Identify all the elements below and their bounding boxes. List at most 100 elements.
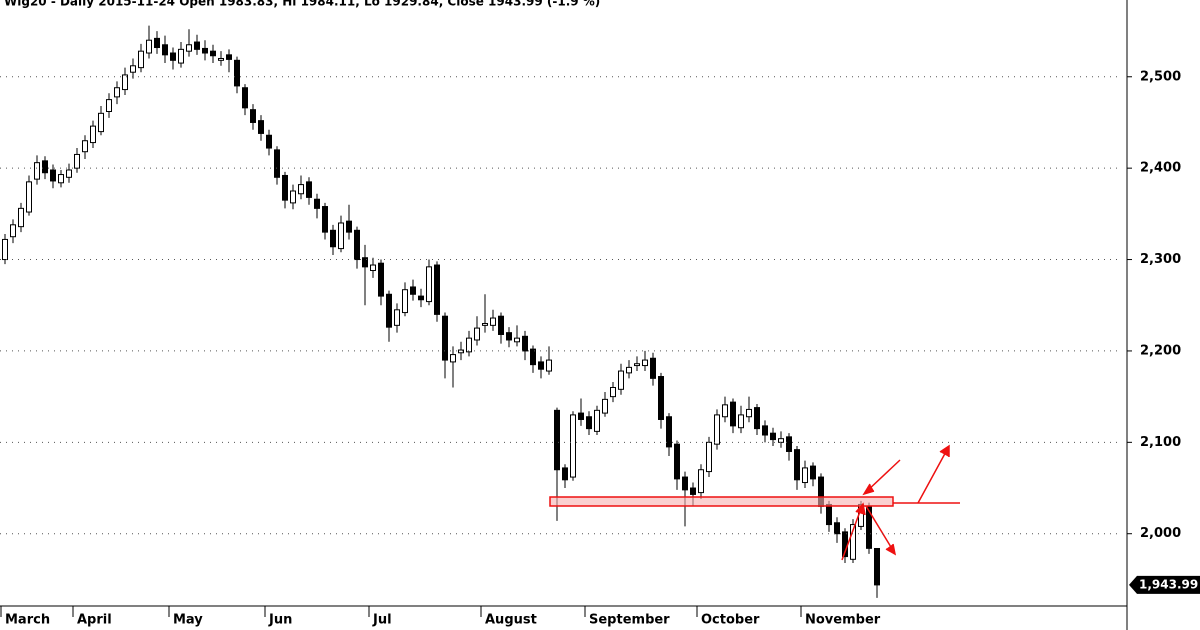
candle-body xyxy=(730,401,736,427)
last-price-label: 1,943.99 xyxy=(1139,577,1198,591)
candle-body xyxy=(442,315,448,361)
candle-body xyxy=(386,293,392,328)
x-tick-label: March xyxy=(5,613,50,628)
candle-body xyxy=(410,286,416,295)
candle-body xyxy=(146,39,152,54)
candle-body xyxy=(626,366,632,374)
candle-body xyxy=(58,174,64,184)
candle-body xyxy=(306,181,312,198)
candle-body xyxy=(90,125,96,144)
candle-body xyxy=(746,408,752,418)
y-tick-label: 2,000 xyxy=(1140,526,1181,541)
candle-body xyxy=(18,207,24,228)
candle-body xyxy=(242,87,248,109)
candle-body xyxy=(658,376,664,420)
candle-body xyxy=(106,99,112,112)
chart-title: Wig20 - Daily 2015-11-24 Open 1983.83, H… xyxy=(4,0,600,9)
candle-body xyxy=(218,57,224,61)
candle-body xyxy=(202,47,208,54)
candle-body xyxy=(610,386,616,398)
candle-body xyxy=(354,229,360,261)
candle-body xyxy=(290,190,296,204)
candle-body xyxy=(794,449,800,481)
candle-body xyxy=(698,469,704,494)
arrow xyxy=(917,447,949,504)
candle-body xyxy=(874,547,880,586)
candle-body xyxy=(258,120,264,134)
candle-body xyxy=(50,169,56,182)
candle-body xyxy=(314,198,320,209)
candle-body xyxy=(226,54,232,60)
candle-body xyxy=(594,409,600,432)
candle-body xyxy=(650,357,656,379)
candle-body xyxy=(394,309,400,326)
x-tick-label: Jul xyxy=(372,613,392,628)
y-tick-label: 2,500 xyxy=(1140,69,1181,84)
candle-body xyxy=(266,134,272,149)
arrow xyxy=(841,505,863,561)
candle-body xyxy=(538,361,544,370)
candle-body xyxy=(642,359,648,367)
candle-body xyxy=(122,74,128,91)
candle-body xyxy=(546,359,552,372)
candle-body xyxy=(522,335,528,352)
candle-body xyxy=(138,50,144,69)
candle-body xyxy=(130,65,136,73)
candle-body xyxy=(210,50,216,57)
x-tick-label: September xyxy=(589,613,670,628)
candle-body xyxy=(618,370,624,390)
candle-body xyxy=(714,414,720,445)
candle-body xyxy=(282,174,288,201)
arrow xyxy=(865,505,895,553)
candle-body xyxy=(778,438,784,443)
x-tick-label: November xyxy=(805,613,881,628)
candle-body xyxy=(194,41,200,50)
candle-body xyxy=(34,162,40,180)
candle-body xyxy=(578,412,584,420)
candle-body xyxy=(514,337,520,343)
candle-body xyxy=(42,160,48,174)
candle-body xyxy=(346,220,352,233)
candle-body xyxy=(674,443,680,480)
candle-body xyxy=(666,416,672,448)
x-tick-label: Jun xyxy=(268,613,292,628)
last-price-tag xyxy=(1129,575,1200,594)
candle-body xyxy=(66,169,72,178)
candle-body xyxy=(82,140,88,153)
candle-body xyxy=(802,467,808,484)
candle-body xyxy=(722,404,728,418)
candle-body xyxy=(810,465,816,480)
candle-body xyxy=(706,441,712,473)
arrowhead xyxy=(885,543,897,556)
candle-body xyxy=(826,503,832,526)
candle-body xyxy=(738,414,744,429)
candle-body xyxy=(466,337,472,353)
candle-body xyxy=(178,48,184,64)
candle-body xyxy=(154,37,160,49)
arrowhead xyxy=(862,483,875,496)
candle-body xyxy=(682,476,688,491)
candle-body xyxy=(498,315,504,335)
y-tick-label: 2,200 xyxy=(1140,343,1181,358)
x-tick-label: October xyxy=(701,613,760,628)
candle-body xyxy=(362,257,368,268)
candle-body xyxy=(506,332,512,341)
candle-body xyxy=(170,52,176,61)
candle-body xyxy=(402,289,408,314)
candle-body xyxy=(418,295,424,301)
candle-body xyxy=(250,109,256,123)
candle-body xyxy=(570,414,576,478)
candle-body xyxy=(458,349,464,354)
candle-body xyxy=(10,224,16,238)
candle-body xyxy=(426,266,432,303)
candle-body xyxy=(474,327,480,341)
candle-body xyxy=(690,487,696,495)
arrowhead xyxy=(855,502,866,516)
candle-body xyxy=(322,206,328,233)
arrow xyxy=(865,459,901,493)
candle-body xyxy=(634,363,640,367)
candle-body xyxy=(298,184,304,195)
candle-body xyxy=(562,467,568,481)
candle-body xyxy=(162,44,168,56)
candles xyxy=(2,25,880,598)
